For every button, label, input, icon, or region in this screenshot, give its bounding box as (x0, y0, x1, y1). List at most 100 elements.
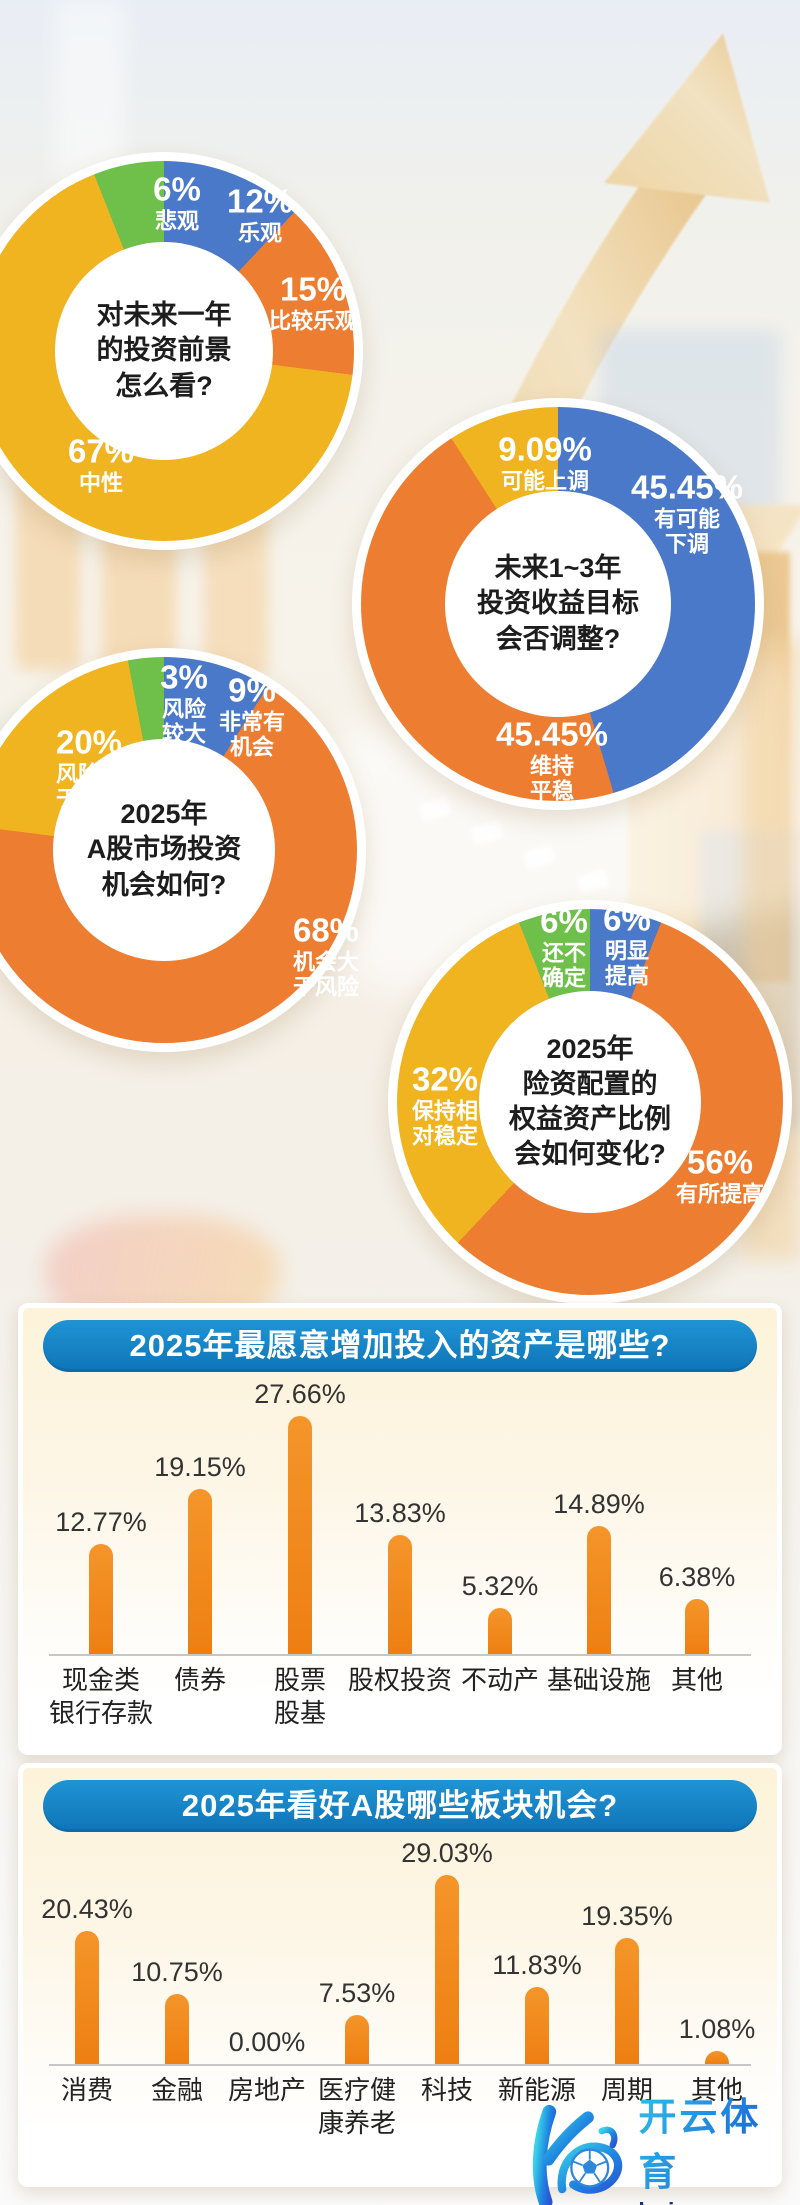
bar-value-label: 19.15% (154, 1452, 246, 1482)
category-label: 消费 (60, 2075, 113, 2105)
question-line: 投资收益目标 (477, 588, 639, 619)
slice-label-opportunity-over-risk: 68% 机会大 于风险 (292, 911, 360, 1000)
soccer-ball-icon (570, 2147, 610, 2188)
bar-chart-panel-assets: 2025年最愿意增加投入的资产是哪些? 12.77% 19.15% 27.66%… (18, 1303, 782, 1755)
slice-label-pessimistic: 6% 悲观 (153, 170, 201, 234)
category-label: 金融 (150, 2075, 203, 2105)
donut-chart-equity-allocation: 2025年 险资配置的 权益资产比例 会如何变化? 6% 明显 提高 56% 有… (388, 900, 792, 1304)
question-line: 机会如何? (101, 869, 227, 900)
slice-label-great-opportunity: 9% 非常有 机会 (218, 671, 286, 760)
bar-group: 20.43% (32, 1894, 142, 2064)
keyboard-key-decoration (522, 844, 556, 870)
slice-label-somewhat-increase: 56% 有所提高 (675, 1143, 765, 1207)
slice-label-may-raise: 9.09% 可能上调 (498, 430, 592, 494)
question-line: 2025年 (546, 1033, 634, 1064)
category-label: 房地产 (227, 2075, 306, 2105)
donut-hole (478, 990, 702, 1214)
bar-value-label: 19.35% (581, 1901, 673, 1931)
bar-group: 19.15% (140, 1452, 260, 1654)
slice-label-keep-stable: 45.45% 维持 平稳 (496, 715, 608, 804)
category-row: 现金类 银行存款 债券 股票 股基 股权投资 不动产 基础设施 其他 (23, 1656, 777, 1734)
bar-value-label: 7.53% (318, 1978, 396, 2008)
category-label: 周期 (600, 2075, 653, 2105)
bar-group: 29.03% (392, 1838, 502, 2064)
donut-chart-ashare-opportunity: 2025年 A股市场投资 机会如何? 9% 非常有 机会 68% 机会大 于风险… (0, 648, 366, 1052)
question-line: 对未来一年 (96, 300, 232, 331)
bar-group: 13.83% (340, 1498, 460, 1654)
panel-title-sectors: 2025年看好A股哪些板块机会? (43, 1780, 757, 1832)
bar (89, 1544, 113, 1654)
question-line: 的投资前景 (96, 335, 232, 366)
question-line: 2025年 (120, 799, 208, 830)
question-line: 怎么看? (115, 370, 213, 401)
slice-label-neutral: 67% 中性 (67, 432, 135, 496)
category-label: 债券 (173, 1665, 226, 1695)
bar-group: 12.77% (41, 1507, 161, 1654)
bar-value-label: 6.38% (658, 1562, 736, 1592)
bar-group: 7.53% (302, 1978, 412, 2064)
bar (488, 1608, 512, 1654)
panel-title-assets: 2025年最愿意增加投入的资产是哪些? (43, 1320, 757, 1372)
bar (587, 1526, 611, 1654)
donut-question: 2025年 险资配置的 权益资产比例 会如何变化? (388, 900, 792, 1304)
question-line: A股市场投资 (86, 834, 242, 865)
bar-value-label: 10.75% (131, 1957, 223, 1987)
question-line: 险资配置的 (522, 1068, 658, 1099)
question-line: 未来1~3年 (494, 553, 622, 584)
category-label: 不动产 (460, 1665, 539, 1695)
keyboard-key-decoration (576, 868, 610, 894)
bar-group: 27.66% (240, 1379, 360, 1654)
bar-group: 11.83% (482, 1950, 592, 2064)
category-label: 现金类 银行存款 (48, 1665, 153, 1728)
category-label: 新能源 (497, 2075, 576, 2105)
x-axis-line (49, 2064, 751, 2066)
bar (188, 1489, 212, 1654)
category-label: 股权投资 (347, 1665, 452, 1695)
bar-value-label: 27.66% (254, 1379, 346, 1409)
bar-value-label: 20.43% (41, 1894, 133, 1924)
slice-label-not-sure: 6% 还不 确定 (540, 902, 588, 991)
bar-value-label: 0.00% (228, 2027, 306, 2057)
bar-group: 0.00% (212, 2027, 322, 2064)
category-label: 科技 (420, 2075, 473, 2105)
donut-chart-investment-outlook: 对未来一年 的投资前景 怎么看? 12% 乐观 15% 比较乐观 67% 中性 … (0, 152, 363, 550)
category-label: 医疗健 康养老 (317, 2075, 396, 2138)
bar-value-label: 29.03% (401, 1838, 493, 1868)
slice-label-optimistic: 12% 乐观 (226, 182, 294, 246)
kaiyun-watermark-link[interactable]: 开云体育 kaiyun.com (518, 2086, 800, 2205)
bar (165, 1994, 189, 2064)
bar (705, 2051, 729, 2064)
question-line: 会如何变化? (514, 1139, 666, 1170)
bar-group: 5.32% (440, 1571, 560, 1654)
slice-label-risk-over-opportunity: 20% 风险高 于机会 (55, 723, 123, 812)
brand-name-cn: 开云体育 (638, 2086, 800, 2196)
bar-group: 1.08% (662, 2014, 772, 2064)
bar (288, 1416, 312, 1654)
brand-name-en: kaiyun.com (638, 2198, 785, 2205)
slice-label-fairly-optimistic: 15% 比较乐观 (268, 270, 358, 334)
bar-value-label: 1.08% (678, 2014, 756, 2044)
bar-group: 10.75% (122, 1957, 232, 2064)
bar (615, 1938, 639, 2064)
bar (685, 1599, 709, 1654)
bar (388, 1535, 412, 1654)
bar (525, 1987, 549, 2064)
slice-label-high-risk: 3% 风险 较大 (160, 658, 208, 747)
question-line: 权益资产比例 (509, 1104, 671, 1134)
brand-text: 开云体育 kaiyun.com (638, 2086, 800, 2205)
slice-label-clearly-increase: 6% 明显 提高 (603, 900, 651, 989)
bar-value-label: 11.83% (492, 1950, 582, 1980)
category-label: 其他 (670, 1665, 723, 1695)
category-label: 其他 (662, 2074, 772, 2107)
question-line: 会否调整? (495, 623, 621, 654)
category-label: 股票 股基 (273, 1665, 326, 1728)
x-axis-line (49, 1654, 751, 1656)
donut-chart-return-target: 未来1~3年 投资收益目标 会否调整? 45.45% 有可能 下调 45.45%… (352, 398, 764, 810)
bar (435, 1875, 459, 2064)
bar-chart-panel-sectors: 2025年看好A股哪些板块机会? 20.43% 10.75% 0.00% 7.5… (18, 1763, 782, 2187)
bar-group: 19.35% (572, 1901, 682, 2064)
bar-plot-area: 20.43% 10.75% 0.00% 7.53% 29.03% 11.83% … (23, 1836, 777, 2064)
bar-value-label: 14.89% (553, 1489, 645, 1519)
